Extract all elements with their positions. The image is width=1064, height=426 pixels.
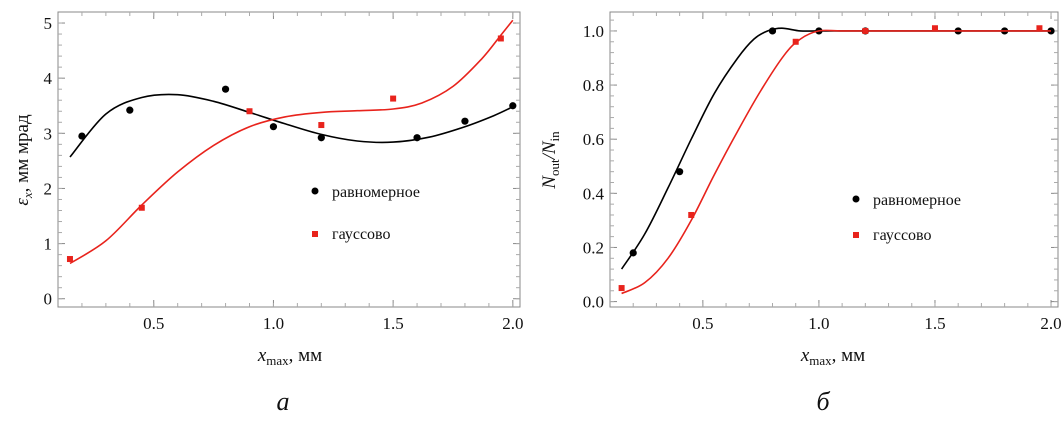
data-point-uniform-b — [1047, 27, 1055, 35]
y-axis-label-b: Nout/Nin — [539, 131, 562, 190]
data-point-uniform-b — [676, 168, 684, 176]
fit-curve-gauss-a — [69, 19, 514, 265]
fit-curve-uniform-b — [620, 27, 1051, 270]
x-tick-label-b: 2.0 — [1040, 314, 1061, 333]
data-point-uniform-a — [413, 134, 421, 142]
y-tick-label-a: 2 — [44, 179, 53, 198]
data-point-gauss-a — [66, 256, 73, 263]
x-tick-label-a: 1.0 — [263, 314, 284, 333]
legend-b: равномерное гауссово — [852, 192, 961, 244]
legend-a: равномерное гауссово — [311, 184, 420, 243]
data-point-uniform-b — [768, 27, 777, 35]
legend-label-gauss-b: гауссово — [873, 227, 932, 244]
y-tick-label-b: 0.0 — [583, 293, 604, 312]
legend-marker-uniform-a — [311, 187, 319, 195]
legend-marker-uniform-b — [852, 195, 860, 203]
x-axis-label-b: xmax, мм — [800, 345, 865, 368]
x-tick-label-a: 0.5 — [143, 314, 164, 333]
y-tick-label-b: 0.8 — [583, 76, 604, 95]
y-axis-label-a: εx, мм мрад — [12, 114, 35, 206]
data-point-gauss-b — [1036, 25, 1043, 32]
legend-label-gauss-a: гауссово — [332, 226, 391, 243]
x-tick-label-a: 2.0 — [502, 314, 523, 333]
fit-curve-uniform-a — [69, 93, 514, 158]
x-tick-label-b: 0.5 — [692, 314, 713, 333]
y-tick-label-b: 0.4 — [583, 184, 605, 203]
panel-label-a: a — [277, 387, 290, 416]
data-point-gauss-b — [792, 38, 799, 45]
data-point-uniform-a — [317, 134, 325, 142]
data-point-gauss-a — [497, 35, 504, 42]
x-tick-label-b: 1.0 — [808, 314, 829, 333]
data-point-uniform-a — [509, 102, 517, 110]
plot-frame-b — [609, 11, 1059, 308]
y-tick-label-a: 5 — [44, 14, 53, 33]
chart-panel-b: 0.5 1.0 1.5 2.00.00.20.40.60.81.0 Nout/Nin … — [539, 11, 1062, 416]
x-axis-label-a: xmax, мм — [257, 345, 322, 368]
y-tick-label-b: 0.2 — [583, 238, 604, 257]
data-point-gauss-a — [318, 122, 325, 129]
plot-frame-a — [57, 11, 521, 308]
data-point-uniform-a — [269, 123, 278, 131]
data-point-gauss-b — [688, 211, 695, 218]
data-point-uniform-a — [126, 106, 134, 114]
legend-marker-gauss-b — [853, 232, 859, 238]
data-point-gauss-a — [246, 108, 253, 115]
y-tick-label-a: 0 — [44, 290, 53, 309]
data-point-gauss-a — [390, 95, 397, 102]
x-tick-label-a: 1.5 — [383, 314, 404, 333]
y-tick-label-b: 0.6 — [583, 130, 604, 149]
legend-label-uniform-a: равномерное — [332, 184, 420, 201]
data-point-gauss-b — [618, 285, 625, 292]
legend-label-uniform-b: равномерное — [873, 192, 961, 209]
data-point-uniform-a — [461, 117, 469, 125]
x-tick-label-b: 1.5 — [924, 314, 945, 333]
data-point-uniform-a — [221, 85, 230, 93]
data-point-gauss-b — [862, 27, 869, 34]
data-point-uniform-a — [78, 132, 86, 140]
y-tick-label-a: 1 — [44, 235, 53, 254]
panel-label-b: б — [816, 387, 830, 416]
plot-area-b: 0.5 1.0 1.5 2.0 0.0 0.2 0.4 0.6 0.8 1.0 — [583, 12, 1062, 333]
y-tick-label-b: 1.0 — [583, 22, 604, 41]
legend-marker-gauss-a — [312, 231, 318, 237]
fit-curve-gauss-b — [621, 29, 1051, 295]
data-point-gauss-b — [931, 25, 938, 32]
y-tick-label-a: 3 — [44, 124, 53, 143]
data-point-uniform-b — [629, 249, 637, 257]
data-point-gauss-a — [138, 204, 145, 211]
plot-area-a: 0.5 1.0 1.5 2.0 0 1 2 3 4 5 — [44, 12, 523, 333]
y-tick-label-a: 4 — [44, 69, 53, 88]
